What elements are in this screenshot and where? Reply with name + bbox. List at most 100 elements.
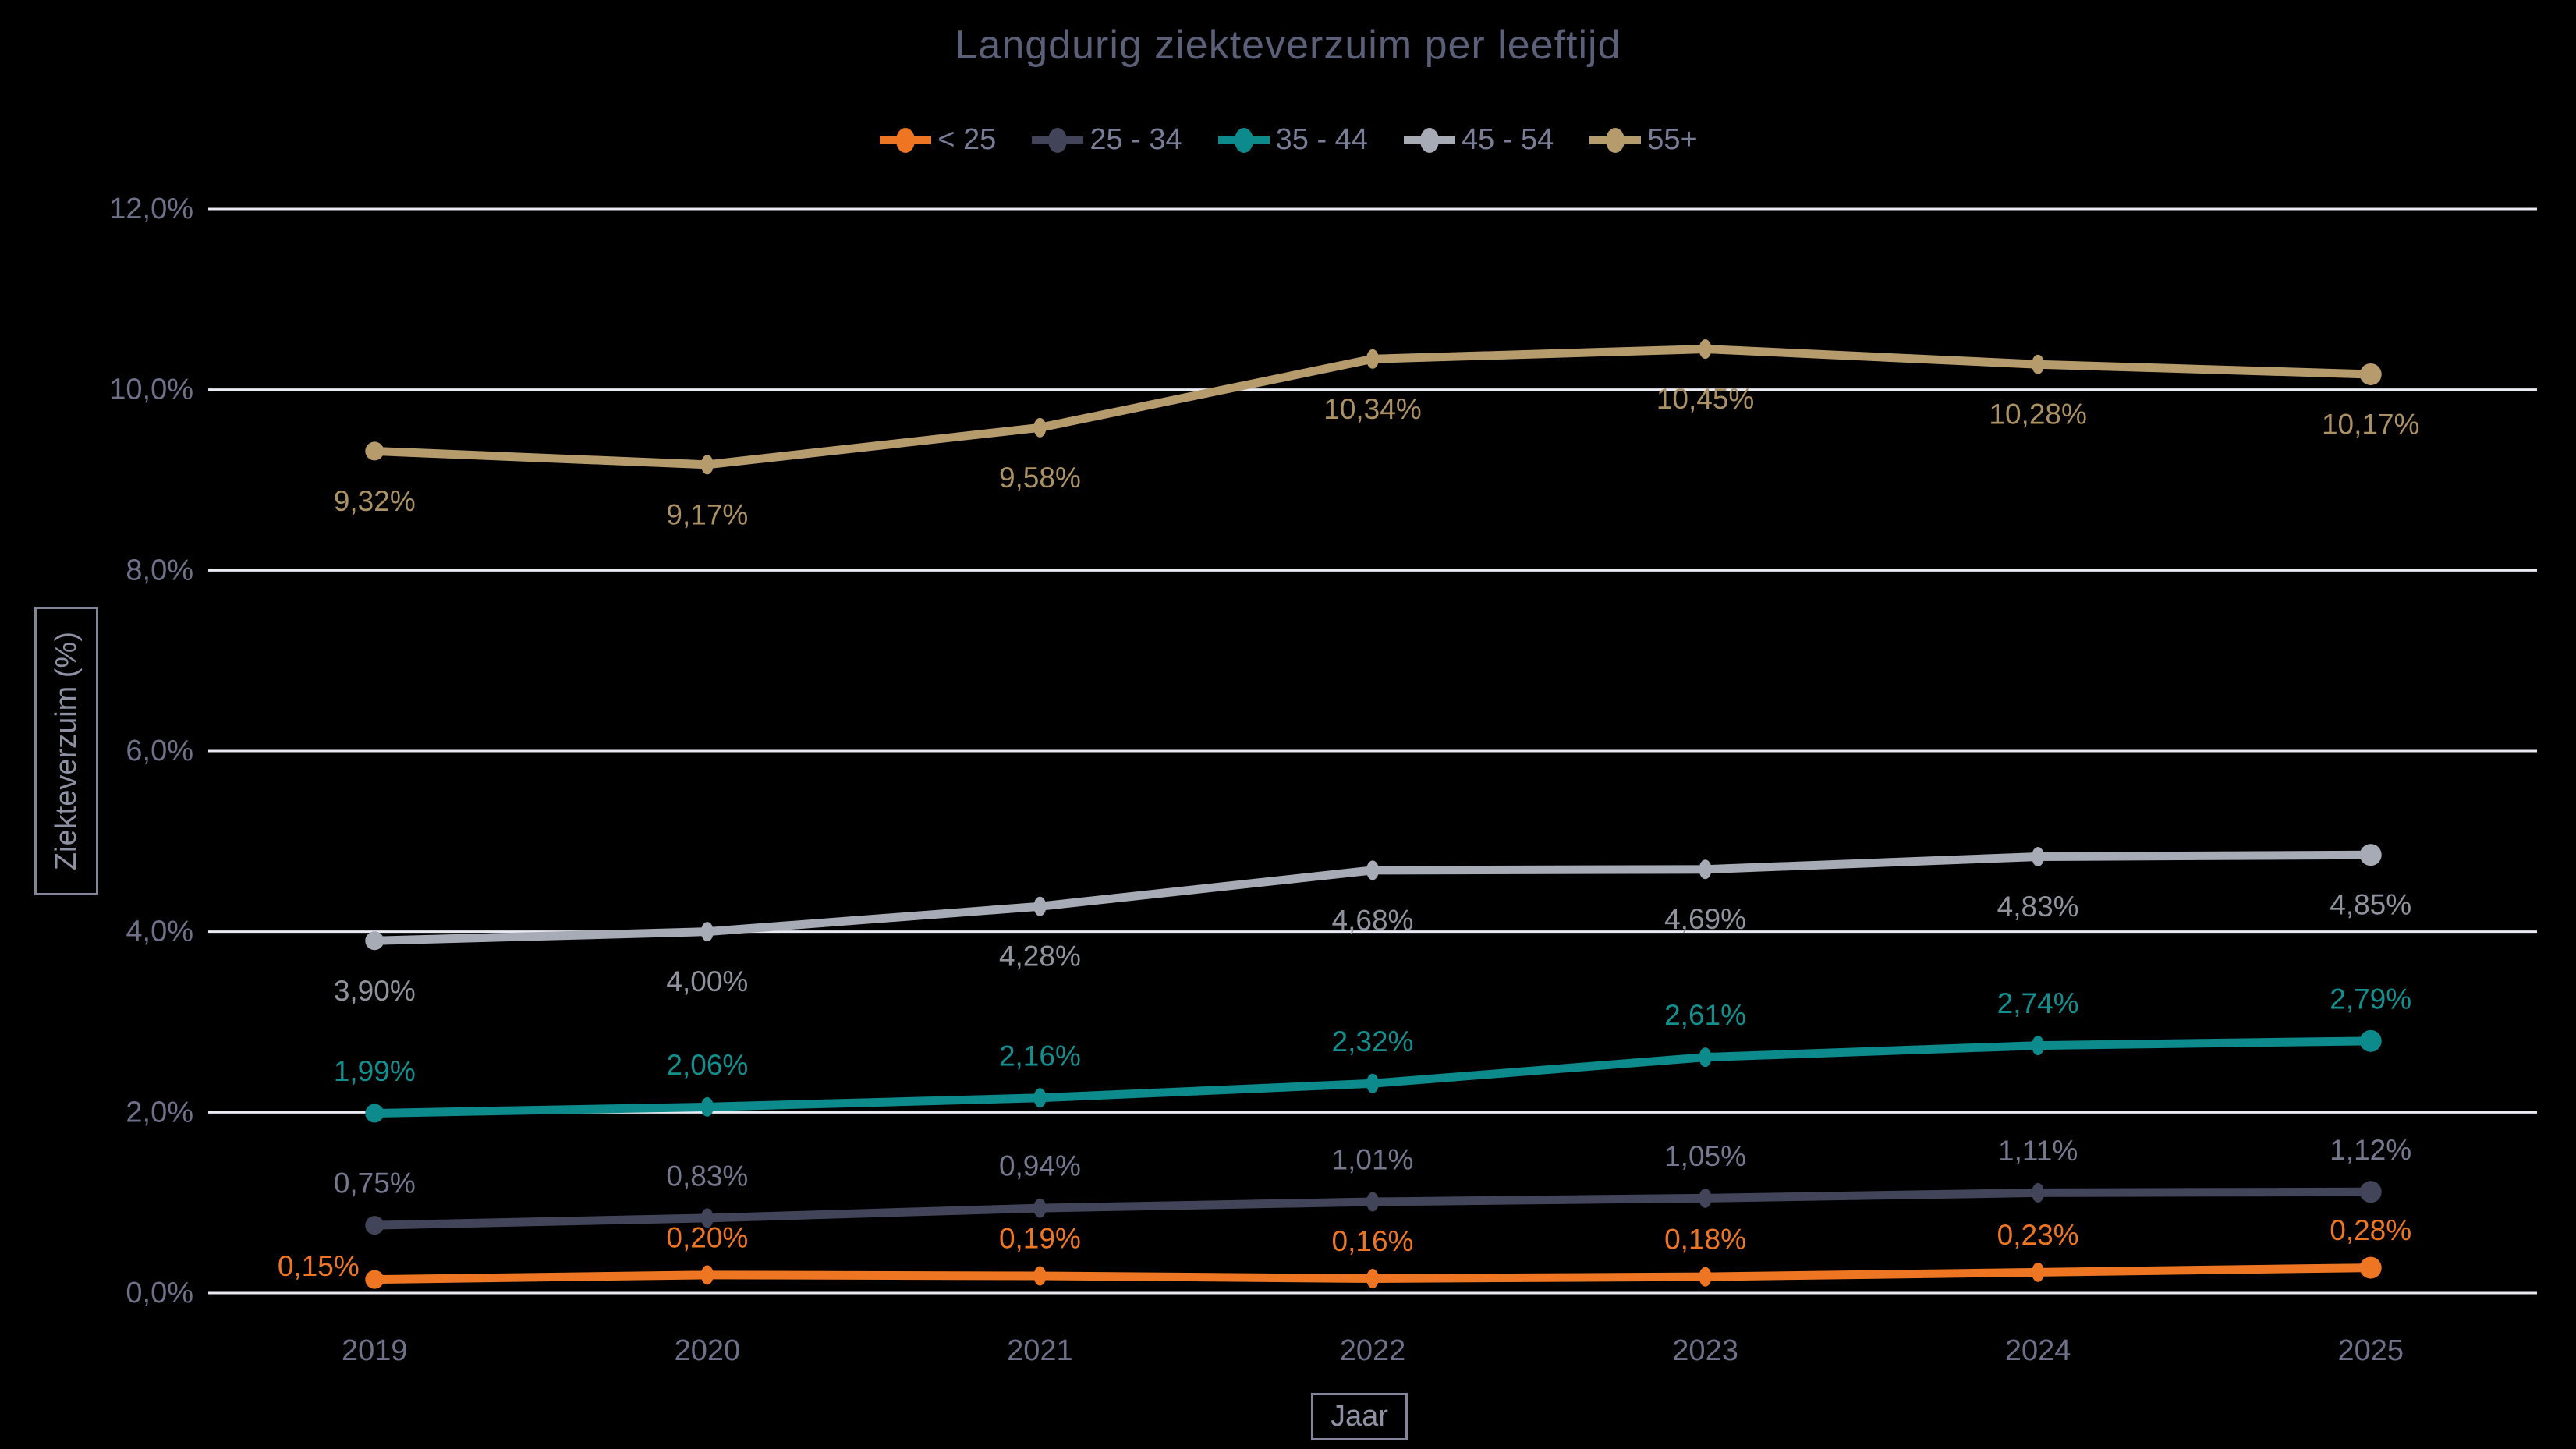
data-label: 0,75% bbox=[334, 1167, 416, 1199]
legend: < 25 25 - 34 35 - 44 45 - 54 bbox=[0, 123, 2576, 157]
data-label: 9,32% bbox=[334, 485, 416, 517]
data-label: 2,61% bbox=[1664, 999, 1746, 1031]
data-point bbox=[1033, 896, 1047, 916]
data-label: 1,05% bbox=[1664, 1140, 1746, 1172]
legend-item: 55+ bbox=[1588, 123, 1698, 157]
data-point bbox=[365, 931, 384, 951]
legend-label: 25 - 34 bbox=[1090, 123, 1182, 156]
data-label: 2,06% bbox=[666, 1049, 748, 1081]
data-label: 4,69% bbox=[1664, 903, 1746, 935]
data-label: 0,16% bbox=[1332, 1225, 1414, 1257]
data-label: 1,01% bbox=[1332, 1144, 1414, 1176]
data-point bbox=[1366, 1073, 1379, 1093]
legend-label: 55+ bbox=[1647, 123, 1698, 156]
data-label: 10,34% bbox=[1323, 393, 1422, 425]
data-label: 0,28% bbox=[2330, 1214, 2411, 1246]
data-point bbox=[365, 1104, 384, 1123]
data-point bbox=[1699, 1267, 1712, 1287]
data-point bbox=[700, 1208, 714, 1228]
data-label: 9,58% bbox=[999, 462, 1081, 494]
y-axis-title: Ziekteverzuim (%) bbox=[49, 631, 83, 871]
data-point bbox=[2032, 1262, 2045, 1282]
data-label: 4,28% bbox=[999, 941, 1081, 972]
data-label: 0,19% bbox=[999, 1222, 1081, 1254]
data-label: 2,32% bbox=[1332, 1026, 1414, 1058]
data-point bbox=[2359, 1256, 2382, 1279]
data-point bbox=[2032, 847, 2045, 867]
legend-label: < 25 bbox=[937, 123, 997, 156]
data-point bbox=[365, 1216, 384, 1235]
data-point bbox=[1033, 1198, 1047, 1218]
data-point bbox=[1033, 417, 1047, 438]
data-point bbox=[1366, 1268, 1379, 1288]
chart-title: Langdurig ziekteverzuim per leeftijd bbox=[955, 23, 1621, 68]
data-point bbox=[1366, 860, 1379, 880]
y-tick-label: 12,0% bbox=[109, 193, 193, 225]
data-label: 0,15% bbox=[278, 1250, 360, 1282]
x-axis-title-box: Jaar bbox=[1311, 1393, 1408, 1440]
data-label: 9,17% bbox=[666, 498, 748, 530]
data-point bbox=[700, 922, 714, 942]
data-label: 10,28% bbox=[1989, 399, 2087, 430]
y-axis-title-box: Ziekteverzuim (%) bbox=[34, 607, 98, 895]
data-point bbox=[1699, 1047, 1712, 1068]
data-point bbox=[2359, 1029, 2382, 1052]
x-tick-label: 2019 bbox=[342, 1334, 408, 1367]
data-point bbox=[2359, 844, 2382, 866]
data-label: 0,18% bbox=[1664, 1224, 1746, 1256]
data-label: 4,68% bbox=[1332, 904, 1414, 936]
y-tick-label: 4,0% bbox=[126, 916, 193, 948]
legend-item: 35 - 44 bbox=[1217, 123, 1368, 157]
y-tick-label: 6,0% bbox=[126, 735, 193, 767]
x-tick-label: 2025 bbox=[2337, 1334, 2404, 1367]
data-label: 3,90% bbox=[334, 975, 416, 1007]
x-tick-label: 2020 bbox=[675, 1334, 741, 1367]
x-tick-label: 2021 bbox=[1007, 1334, 1073, 1367]
legend-marker-icon bbox=[880, 127, 932, 153]
legend-label: 35 - 44 bbox=[1275, 123, 1368, 156]
y-tick-label: 10,0% bbox=[109, 374, 193, 406]
data-point bbox=[2032, 354, 2045, 374]
data-label: 2,79% bbox=[2330, 983, 2411, 1015]
data-point bbox=[1033, 1266, 1047, 1286]
data-point bbox=[2032, 1182, 2045, 1203]
data-label: 1,11% bbox=[1998, 1135, 2078, 1167]
legend-item: < 25 bbox=[878, 123, 996, 157]
legend-marker-icon bbox=[1217, 127, 1270, 153]
legend-item: 25 - 34 bbox=[1030, 123, 1182, 157]
legend-marker-icon bbox=[1589, 127, 1642, 153]
data-label: 0,23% bbox=[1997, 1219, 2079, 1251]
data-point bbox=[365, 441, 384, 461]
data-point bbox=[2032, 1036, 2045, 1056]
data-label: 4,83% bbox=[1997, 891, 2079, 923]
data-label: 1,99% bbox=[334, 1055, 416, 1087]
data-point bbox=[2359, 363, 2382, 385]
data-label: 2,74% bbox=[1997, 987, 2079, 1019]
x-tick-label: 2024 bbox=[2005, 1334, 2071, 1367]
data-label: 1,12% bbox=[2330, 1134, 2411, 1166]
data-label: 4,85% bbox=[2330, 889, 2411, 921]
data-label: 0,94% bbox=[999, 1150, 1081, 1182]
x-tick-label: 2022 bbox=[1340, 1334, 1406, 1367]
x-tick-label: 2023 bbox=[1672, 1334, 1738, 1367]
y-tick-label: 2,0% bbox=[126, 1096, 193, 1128]
x-axis-title: Jaar bbox=[1331, 1400, 1388, 1433]
legend-item: 45 - 54 bbox=[1402, 123, 1554, 157]
y-tick-label: 0,0% bbox=[126, 1277, 193, 1309]
legend-marker-icon bbox=[1032, 127, 1084, 153]
data-point bbox=[1366, 1192, 1379, 1212]
data-point bbox=[700, 1096, 714, 1117]
legend-label: 45 - 54 bbox=[1461, 123, 1554, 156]
data-point bbox=[700, 455, 714, 475]
data-point bbox=[1366, 349, 1379, 369]
data-point bbox=[1699, 339, 1712, 360]
data-point bbox=[365, 1270, 384, 1289]
legend-marker-icon bbox=[1403, 127, 1455, 153]
data-point bbox=[1699, 1188, 1712, 1208]
data-point bbox=[2359, 1181, 2382, 1203]
data-label: 0,83% bbox=[666, 1160, 748, 1192]
data-point bbox=[1033, 1088, 1047, 1108]
data-point bbox=[1699, 859, 1712, 880]
